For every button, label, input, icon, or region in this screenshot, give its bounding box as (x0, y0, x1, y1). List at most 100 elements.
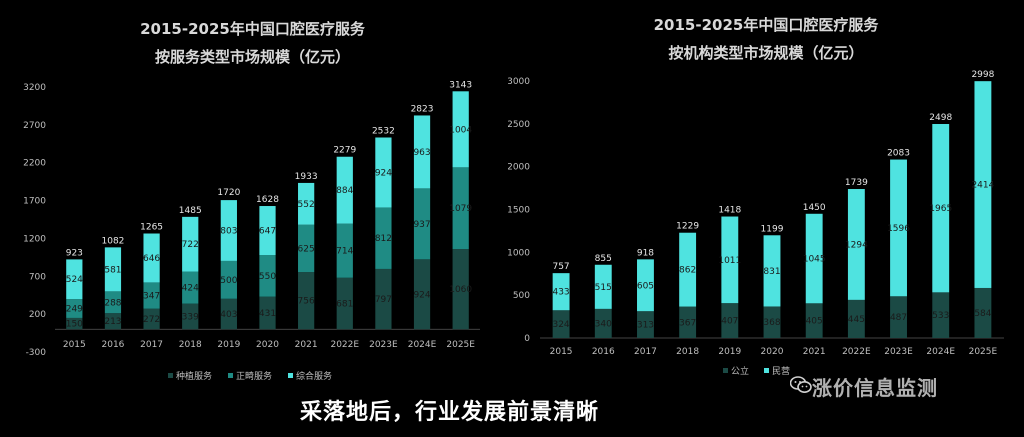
segment-value-label: 424 (182, 284, 199, 294)
segment-value-label: 524 (66, 275, 83, 285)
segment-value-label: 1060 (449, 285, 472, 295)
bar-segment-1 (336, 277, 353, 330)
bar-segment-3 (336, 156, 353, 224)
segment-value-label: 533 (932, 311, 949, 321)
segment-value-label: 584 (974, 309, 991, 319)
y-tick-label: 2000 (508, 163, 530, 173)
x-tick-label: 2018 (676, 347, 699, 357)
segment-value-label: 550 (259, 272, 276, 282)
bar-segment-2 (594, 264, 612, 309)
bar-segment-3 (375, 137, 392, 208)
segment-value-label: 500 (220, 276, 237, 286)
legend-label: 民营 (772, 365, 790, 377)
bar-segment-1 (220, 298, 237, 330)
segment-value-label: 862 (679, 266, 696, 276)
x-tick-label: 2023E (369, 340, 398, 350)
segment-value-label: 681 (336, 300, 353, 310)
segment-value-label: 1011 (718, 256, 741, 266)
y-tick-label: 2500 (508, 120, 530, 130)
x-tick-label: 2016 (592, 347, 615, 357)
segment-value-label: 831 (763, 267, 780, 277)
segment-value-label: 405 (806, 317, 823, 327)
segment-value-label: 552 (298, 200, 315, 210)
total-value-label: 1199 (761, 224, 784, 234)
segment-value-label: 581 (104, 265, 121, 275)
x-tick-label: 2016 (102, 340, 125, 350)
x-tick-label: 2015 (63, 340, 86, 350)
x-tick-label: 2024E (926, 347, 955, 357)
watermark: 涨价信息监测 (812, 376, 938, 400)
total-value-label: 1933 (295, 172, 318, 182)
total-value-label: 3143 (449, 80, 472, 90)
bar-segment-1 (847, 299, 865, 338)
chart-right-svg: 0 500 1000 1500 2000 2500 3000 324 433 757 2015 340… (508, 70, 1004, 377)
x-tick-label: 2019 (718, 347, 741, 357)
bar-segment-1 (298, 272, 315, 330)
x-tick-label: 2025E (969, 347, 998, 357)
y-tick-label: 2700 (23, 121, 46, 131)
y-tick-label: -300 (26, 348, 47, 358)
y-tick-label: 200 (29, 310, 46, 320)
total-value-label: 2083 (887, 149, 910, 159)
x-tick-label: 2018 (179, 340, 202, 350)
segment-value-label: 313 (637, 321, 654, 331)
bar-segment-1 (763, 306, 781, 338)
total-value-label: 2279 (333, 146, 356, 156)
bar-segment-2 (182, 271, 199, 304)
x-tick-label: 2021 (803, 347, 826, 357)
bar-segment-2 (679, 232, 697, 307)
bar-segment-2 (336, 223, 353, 278)
bar-segment-1 (66, 317, 83, 330)
legend-swatch (288, 373, 293, 378)
bar-segment-1 (259, 296, 276, 330)
segment-value-label: 347 (143, 292, 160, 302)
total-value-label: 1485 (179, 206, 202, 216)
total-value-label: 1265 (140, 223, 163, 233)
chart-right-title-line2: 按机构类型市场规模（亿元） (668, 44, 864, 62)
segment-value-label: 445 (848, 315, 865, 325)
segment-value-label: 288 (104, 298, 121, 308)
segment-value-label: 367 (679, 318, 696, 328)
bar-segment-2 (974, 81, 992, 288)
total-value-label: 1082 (102, 236, 125, 246)
y-tick-label: 1000 (508, 248, 530, 258)
segment-value-label: 884 (336, 186, 353, 196)
total-value-label: 918 (637, 248, 654, 258)
bar-segment-3 (452, 91, 469, 168)
chart-left-title: 2015-2025年中国口腔医疗服务 按服务类型市场规模（亿元） (0, 18, 505, 68)
chart-right-title-line1: 2015-2025年中国口腔医疗服务 (653, 16, 879, 34)
bar-segment-2 (452, 167, 469, 250)
segment-value-label: 1045 (803, 255, 826, 265)
y-tick-label: 500 (513, 291, 530, 301)
x-tick-label: 2022E (330, 340, 359, 350)
total-value-label: 1628 (256, 195, 279, 205)
total-value-label: 2498 (929, 113, 952, 123)
total-value-label: 2532 (372, 127, 395, 137)
chart-by-institution-type: 2015-2025年中国口腔医疗服务 按机构类型市场规模（亿元） 0 500 100… (508, 0, 1024, 437)
bar-segment-1 (890, 296, 907, 338)
bar-segment-3 (182, 216, 199, 272)
bar-segment-2 (413, 188, 431, 260)
segment-value-label: 487 (890, 313, 907, 323)
segment-value-label: 714 (336, 247, 353, 257)
total-value-label: 2823 (411, 105, 434, 115)
segment-value-label: 924 (375, 168, 392, 178)
total-value-label: 2998 (971, 70, 994, 80)
bar-segment-2 (220, 260, 237, 299)
bar-segment-1 (104, 313, 122, 330)
segment-value-label: 324 (552, 320, 569, 330)
legend-swatch (168, 373, 173, 378)
legend-swatch (723, 368, 728, 373)
chart-left-svg: -300 200 700 1200 1700 2200 2700 3200 150 249 524 9… (23, 80, 480, 382)
wechat-icon (790, 376, 812, 393)
segment-value-label: 1004 (449, 125, 472, 135)
segment-value-label: 1294 (845, 240, 868, 250)
bar-segment-1 (143, 308, 160, 330)
segment-value-label: 625 (298, 244, 315, 254)
bar-segment-2 (375, 207, 392, 269)
segment-value-label: 797 (375, 295, 392, 305)
x-tick-label: 2020 (256, 340, 279, 350)
y-tick-label: 3200 (23, 83, 46, 93)
segment-value-label: 431 (259, 309, 276, 319)
total-value-label: 1450 (803, 203, 826, 213)
